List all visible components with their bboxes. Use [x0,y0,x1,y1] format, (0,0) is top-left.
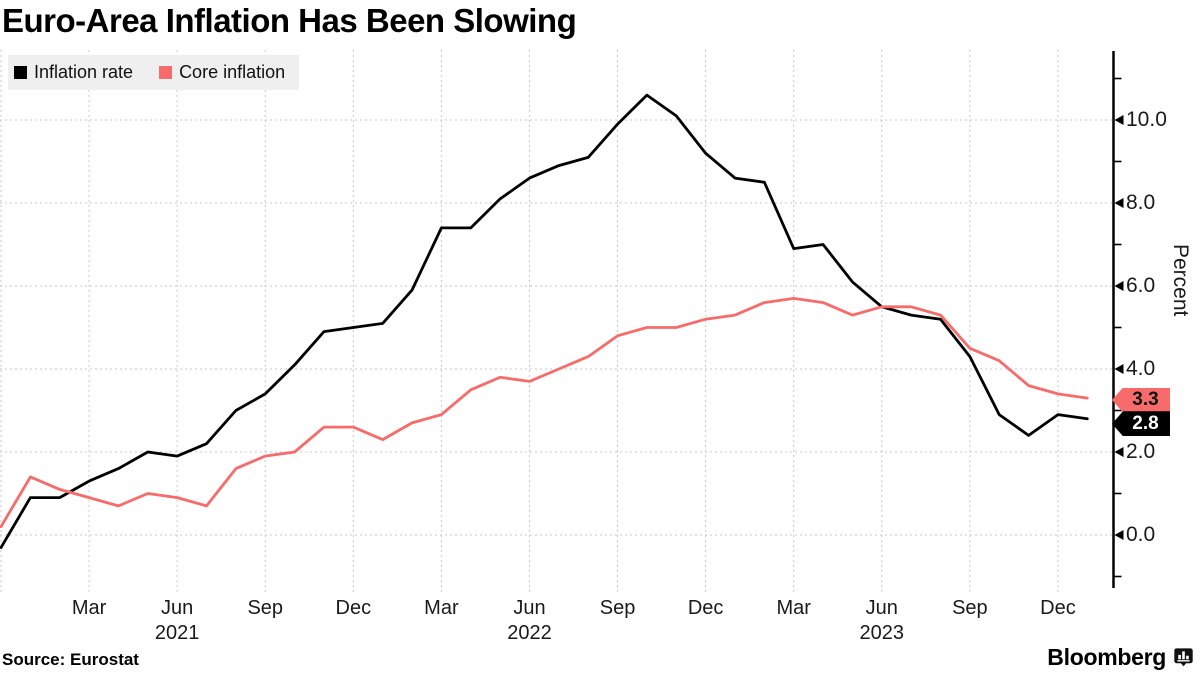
y-axis-tick-label: 6.0 [1126,274,1156,297]
x-axis-tick-label: Dec [687,597,724,619]
x-axis-tick-label: Dec [1040,597,1076,619]
x-axis-year-label: 2023 [859,622,905,644]
y-axis-major-tick [1114,198,1124,208]
x-axis-tick-label: Sep [247,597,284,619]
y-axis-major-tick [1114,364,1124,374]
source-label: Source: Eurostat [2,650,139,669]
bloomberg-wordmark: Bloomberg [1047,644,1166,670]
brand-mark: Bloomberg [1047,644,1194,671]
x-axis-tick-label: Dec [335,597,372,619]
y-axis-tick-label: 10.0 [1126,108,1167,131]
y-axis-major-tick [1114,530,1124,540]
x-axis-year-label: 2022 [507,622,552,644]
chart-title: Euro-Area Inflation Has Been Slowing [2,2,577,39]
x-axis-tick-label: Sep [599,597,636,619]
x-axis-year-label: 2021 [154,622,200,644]
legend: Inflation rate Core inflation [8,55,300,90]
x-axis-tick-label: Jun [865,597,898,619]
y-axis-tick-label: 2.0 [1126,440,1156,463]
x-axis-tick-label: Sep [952,597,988,619]
y-axis-major-tick [1114,281,1124,291]
inflation-rate-swatch-icon [14,66,27,79]
legend-item-inflation-rate: Inflation rate [14,62,133,83]
y-axis-tick-label: 4.0 [1126,357,1156,380]
x-axis-tick-label: Jun [161,597,194,619]
core-inflation-swatch-icon [159,66,173,79]
core-inflation-value-badge: 3.3 [1112,387,1170,413]
y-axis-tick-label: 0.0 [1126,523,1156,546]
x-axis-tick-label: Mar [71,597,107,619]
inflation-rate-value-badge: 2.8 [1112,411,1170,437]
series-line-core-inflation [0,296,1089,529]
y-axis-major-tick [1114,447,1124,457]
legend-label-inflation-rate: Inflation rate [34,62,134,82]
legend-label-core-inflation: Core inflation [179,62,286,82]
x-axis-tick-label: Mar [776,597,811,619]
y-axis-major-tick [1114,115,1124,125]
bar-chart-badge-icon [1174,648,1193,667]
y-axis-title: Percent [1169,244,1192,317]
legend-item-core-inflation: Core inflation [159,62,285,83]
y-axis-tick-label: 8.0 [1126,191,1156,214]
series-line-inflation-rate [0,93,1089,549]
x-axis-tick-label: Jun [513,597,546,619]
x-axis-tick-label: Mar [424,597,459,619]
